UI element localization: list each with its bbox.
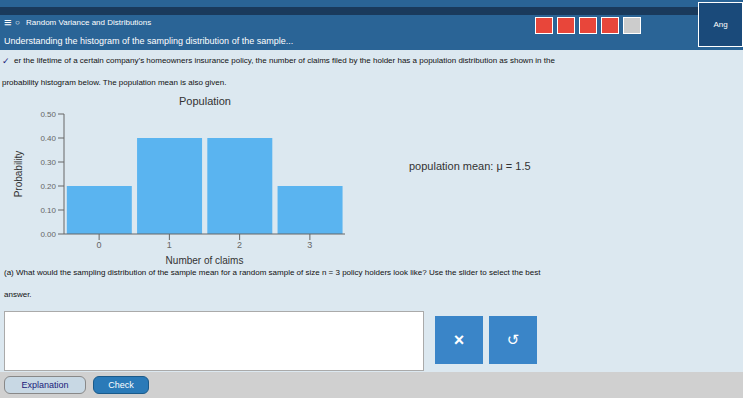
svg-text:0.10: 0.10 [40,206,56,215]
html-text:Understanding the histogram of: Understanding the histogram of the sampl… [4,36,294,46]
html-text:Explanation: Explanation [21,380,69,390]
html-text:Random Variance and Distributi: Random Variance and Distributions [26,18,152,27]
svg-text:0.00: 0.00 [40,230,56,239]
svg-text:0.40: 0.40 [40,134,56,143]
html-text:probability histogram below. T: probability histogram below. The populat… [2,78,227,87]
svg-text:3: 3 [307,240,312,250]
html-text:(a) What would the sampling di: (a) What would the sampling distribution… [4,268,541,277]
svg-text:Probability: Probability [13,151,24,198]
svg-text:Number of claims: Number of claims [166,255,244,266]
html-text:er the lifetime of a certain c: er the lifetime of a certain company’s h… [14,56,555,65]
svg-text:0.30: 0.30 [40,158,56,167]
html-text:Ang: Ang [713,20,728,29]
svg-text:2: 2 [237,240,242,250]
html-text:Check: Check [108,380,134,390]
svg-text:0.20: 0.20 [40,182,56,191]
html-text:population mean: μ = 1.5: population mean: μ = 1.5 [409,160,531,172]
svg-text:0.50: 0.50 [40,110,56,119]
html-text:answer.: answer. [4,290,32,299]
svg-text:0: 0 [97,240,102,250]
svg-text:1: 1 [167,240,172,250]
html-text:Population: Population [179,95,231,107]
